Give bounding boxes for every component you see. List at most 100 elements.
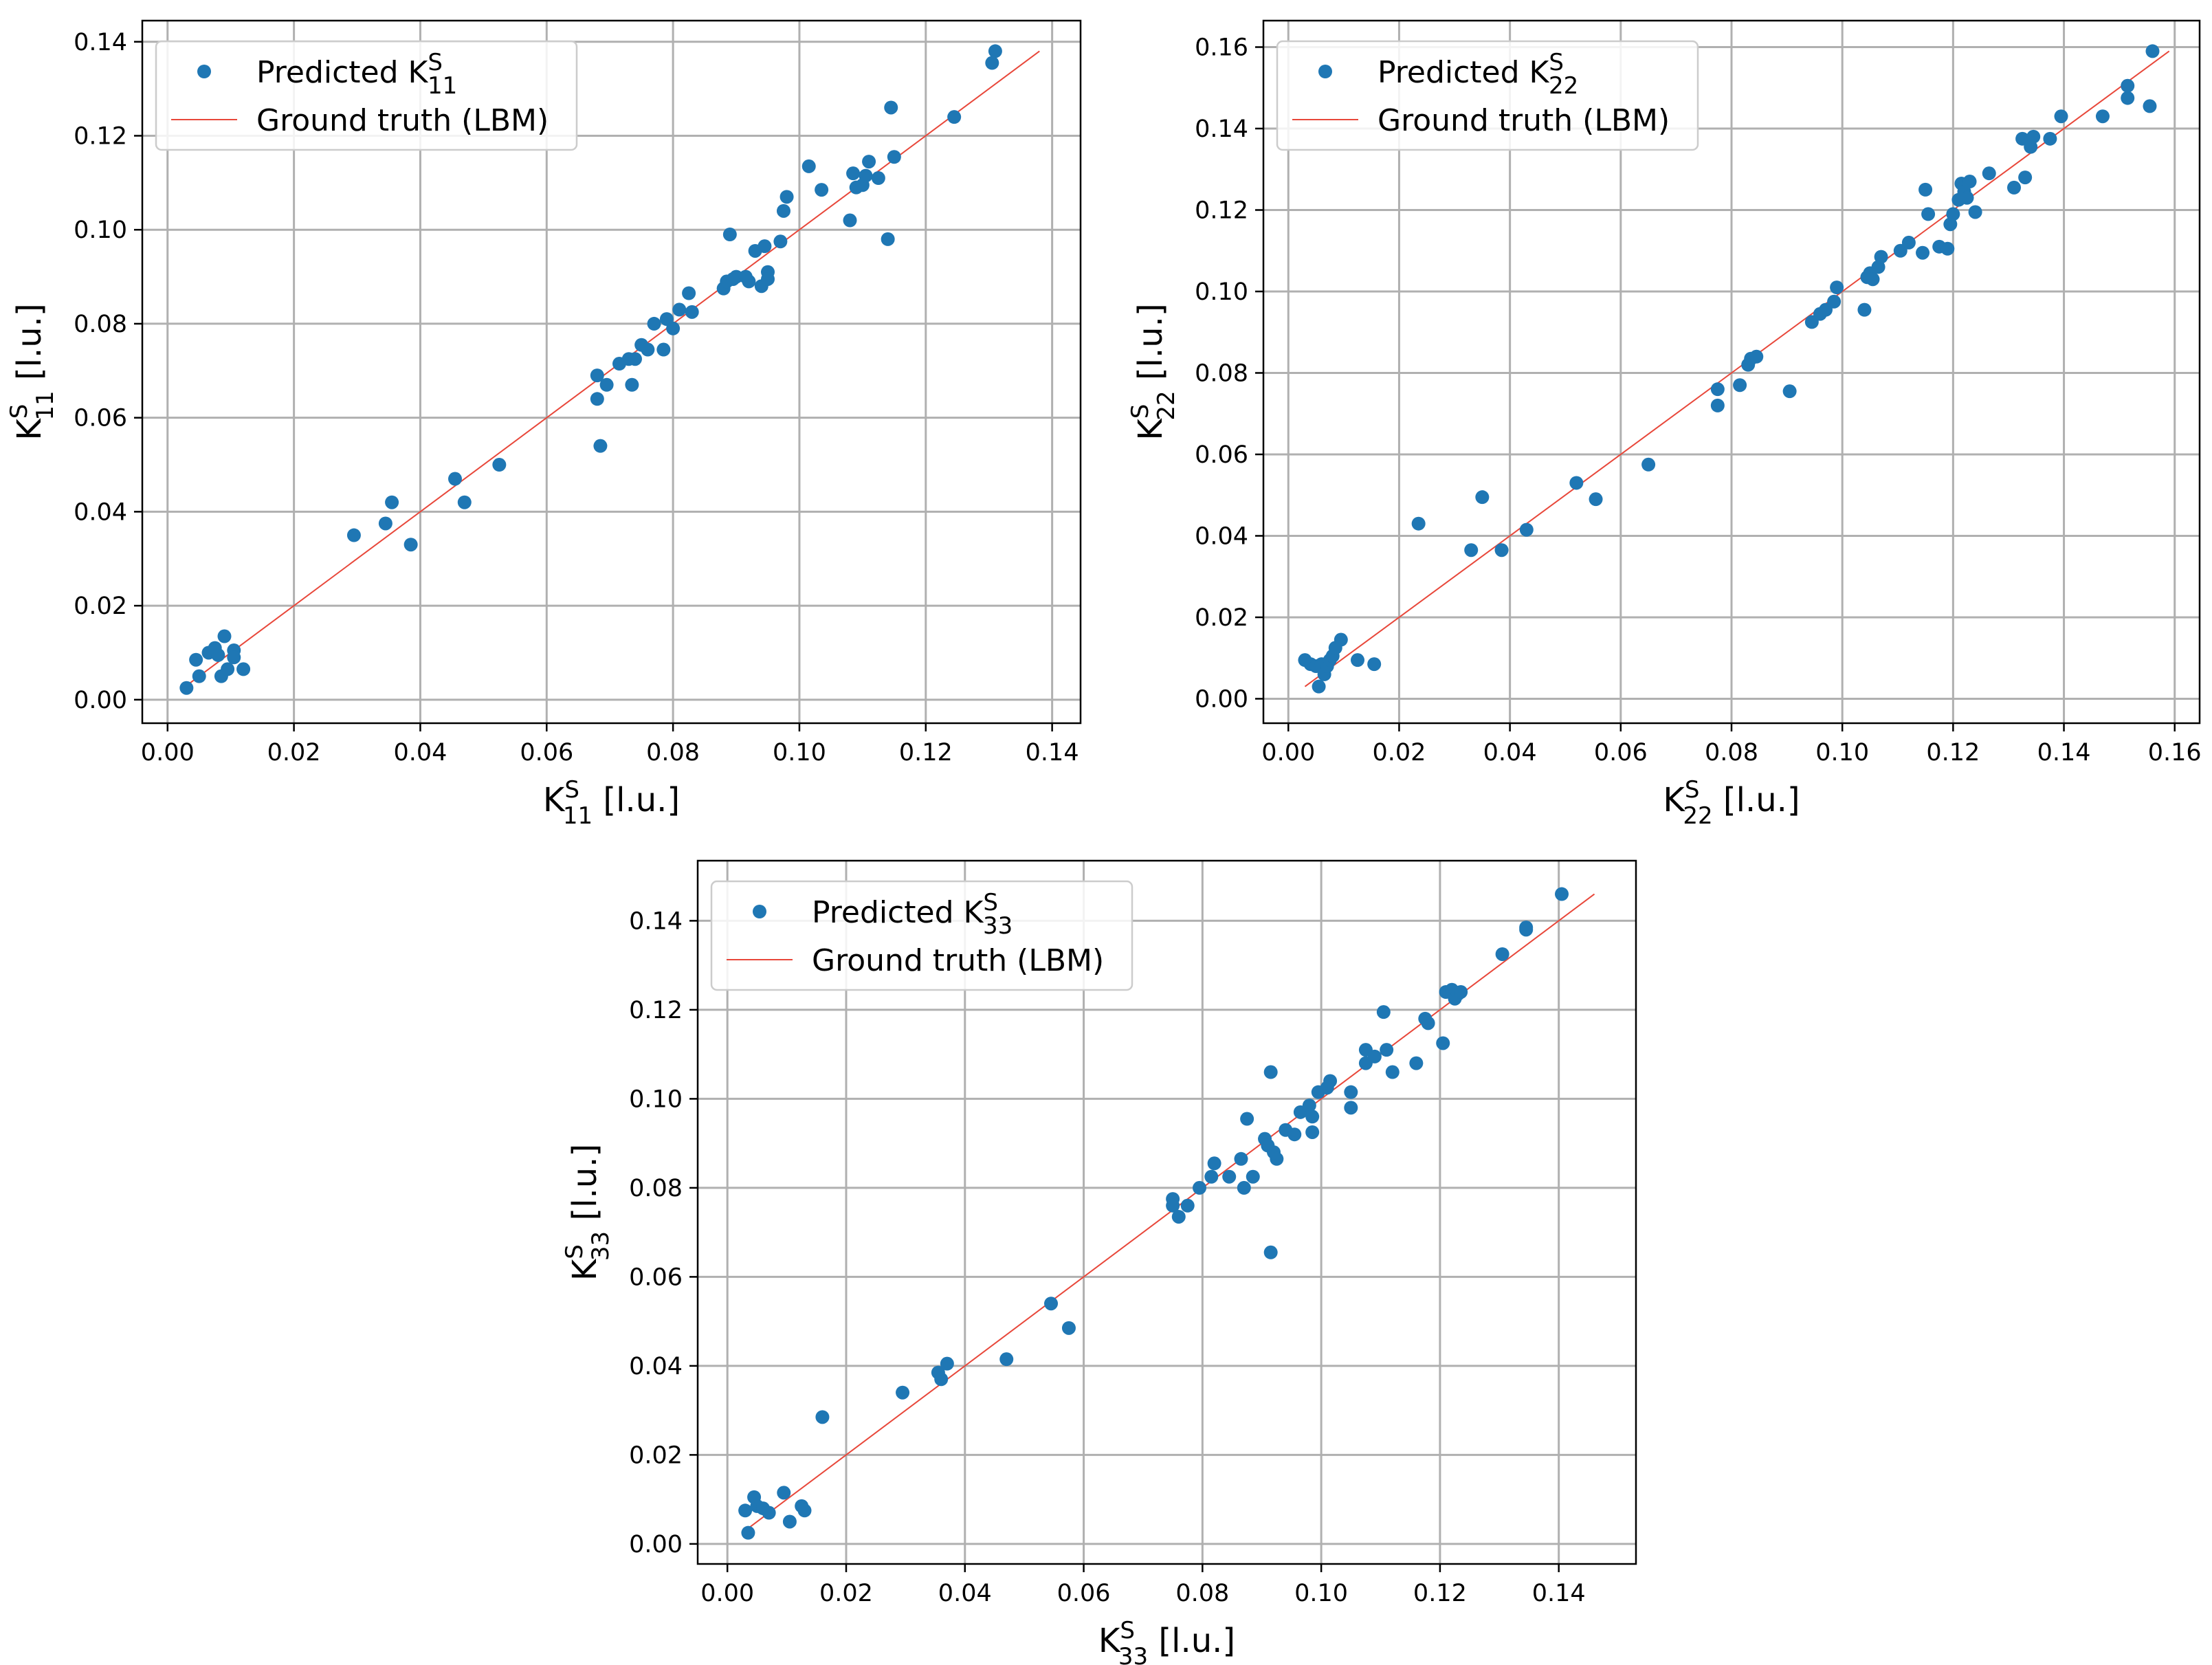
data-point [999, 1352, 1014, 1367]
data-point [221, 662, 235, 676]
y-tick-label: 0.12 [629, 997, 683, 1024]
x-tick-label: 0.08 [646, 739, 700, 767]
x-tick-label: 0.04 [938, 1580, 992, 1607]
data-point [1555, 887, 1569, 901]
data-point [1323, 1074, 1338, 1088]
data-point [1916, 245, 1930, 260]
data-point [192, 669, 206, 683]
data-point [1710, 398, 1725, 412]
data-point [1464, 543, 1479, 558]
data-point [988, 44, 1002, 58]
data-point [782, 1514, 797, 1529]
data-point [1569, 476, 1584, 490]
data-point [2095, 109, 2110, 124]
x-tick-label: 0.08 [1705, 739, 1758, 767]
data-point [843, 213, 857, 228]
data-point [590, 392, 604, 406]
data-point [1411, 516, 1426, 531]
ground-truth-line [1304, 50, 2170, 687]
chart-k11: 0.00 0.02 0.04 0.06 0.08 0.10 0.12 0.14 0.00 0.02… [5, 19, 1082, 830]
data-point [1351, 653, 1365, 668]
x-tick-label: 0.06 [1057, 1580, 1111, 1607]
data-point [1782, 384, 1797, 399]
data-point [2054, 109, 2068, 124]
data-point [666, 321, 681, 335]
data-point [1436, 1036, 1450, 1050]
data-point [2145, 44, 2160, 58]
data-point [1921, 207, 1936, 221]
x-tick-label: 0.10 [773, 739, 826, 767]
data-point [2121, 78, 2135, 93]
data-point [1857, 302, 1872, 317]
data-point [236, 662, 251, 676]
x-tick-label: 0.14 [2037, 739, 2091, 767]
data-point [815, 183, 829, 197]
data-point [741, 1525, 755, 1540]
x-tick-label: 0.16 [2148, 739, 2202, 767]
x-tick-label: 0.02 [267, 739, 321, 767]
data-point [227, 650, 241, 665]
data-point [1180, 1198, 1195, 1213]
data-point [896, 1385, 910, 1400]
data-point [1901, 235, 1916, 250]
chart-k33: 0.00 0.02 0.04 0.06 0.08 0.10 0.12 0.14 0.00 0.02… [561, 859, 1637, 1665]
y-tick-label: 0.10 [1195, 278, 1248, 306]
data-point [1733, 378, 1747, 393]
data-point [1344, 1085, 1358, 1099]
legend-marker-predicted [753, 905, 766, 918]
data-point [1334, 632, 1348, 647]
x-tick-label: 0.12 [899, 739, 953, 767]
data-point [777, 1486, 791, 1500]
data-point [1495, 947, 1509, 961]
y-tick-label: 0.04 [1195, 522, 1248, 550]
plot-frame [141, 19, 1082, 725]
y-tick-label: 0.00 [1195, 685, 1248, 713]
data-point [940, 1356, 954, 1371]
data-point [593, 439, 608, 453]
data-point [1305, 1110, 1320, 1124]
y-tick-label: 0.06 [1195, 441, 1248, 469]
data-point [1589, 492, 1603, 507]
data-point [2026, 129, 2041, 144]
data-point [1376, 1005, 1391, 1019]
data-point [2043, 131, 2057, 146]
legend-box [710, 880, 1133, 991]
y-tick-label: 0.14 [1195, 115, 1248, 143]
data-point [1749, 349, 1764, 364]
x-tick-label: 0.02 [819, 1580, 873, 1607]
data-point [762, 1506, 776, 1520]
data-point [628, 352, 642, 366]
data-point [1234, 1151, 1248, 1166]
data-point [1519, 522, 1534, 537]
x-tick-label: 0.06 [520, 739, 573, 767]
data-point [217, 629, 232, 643]
data-point [1710, 382, 1725, 397]
y-tick-label: 0.08 [74, 311, 127, 338]
y-tick-label: 0.10 [74, 217, 127, 244]
data-point [385, 495, 399, 509]
x-tick-label: 0.04 [1483, 739, 1537, 767]
data-point [1946, 207, 1960, 221]
data-point [211, 648, 225, 662]
y-tick-label: 0.06 [629, 1264, 683, 1291]
data-point [2018, 170, 2033, 185]
data-point [2007, 180, 2022, 195]
data-point [448, 472, 462, 486]
data-point [1874, 250, 1888, 264]
data-point [457, 495, 472, 509]
data-point [1940, 241, 1955, 256]
data-point [1246, 1169, 1260, 1184]
legend-box [155, 40, 578, 151]
data-point [1204, 1169, 1219, 1184]
data-point [773, 234, 788, 249]
x-tick-label: 0.00 [141, 739, 195, 767]
data-point [1344, 1101, 1358, 1115]
y-tick-label: 0.08 [1195, 360, 1248, 387]
y-tick-label: 0.12 [74, 122, 127, 150]
y-axis-label: KS22 [l.u.] [1127, 303, 1180, 440]
data-point [672, 302, 687, 317]
x-tick-label: 0.00 [700, 1580, 754, 1607]
data-point [757, 239, 772, 254]
